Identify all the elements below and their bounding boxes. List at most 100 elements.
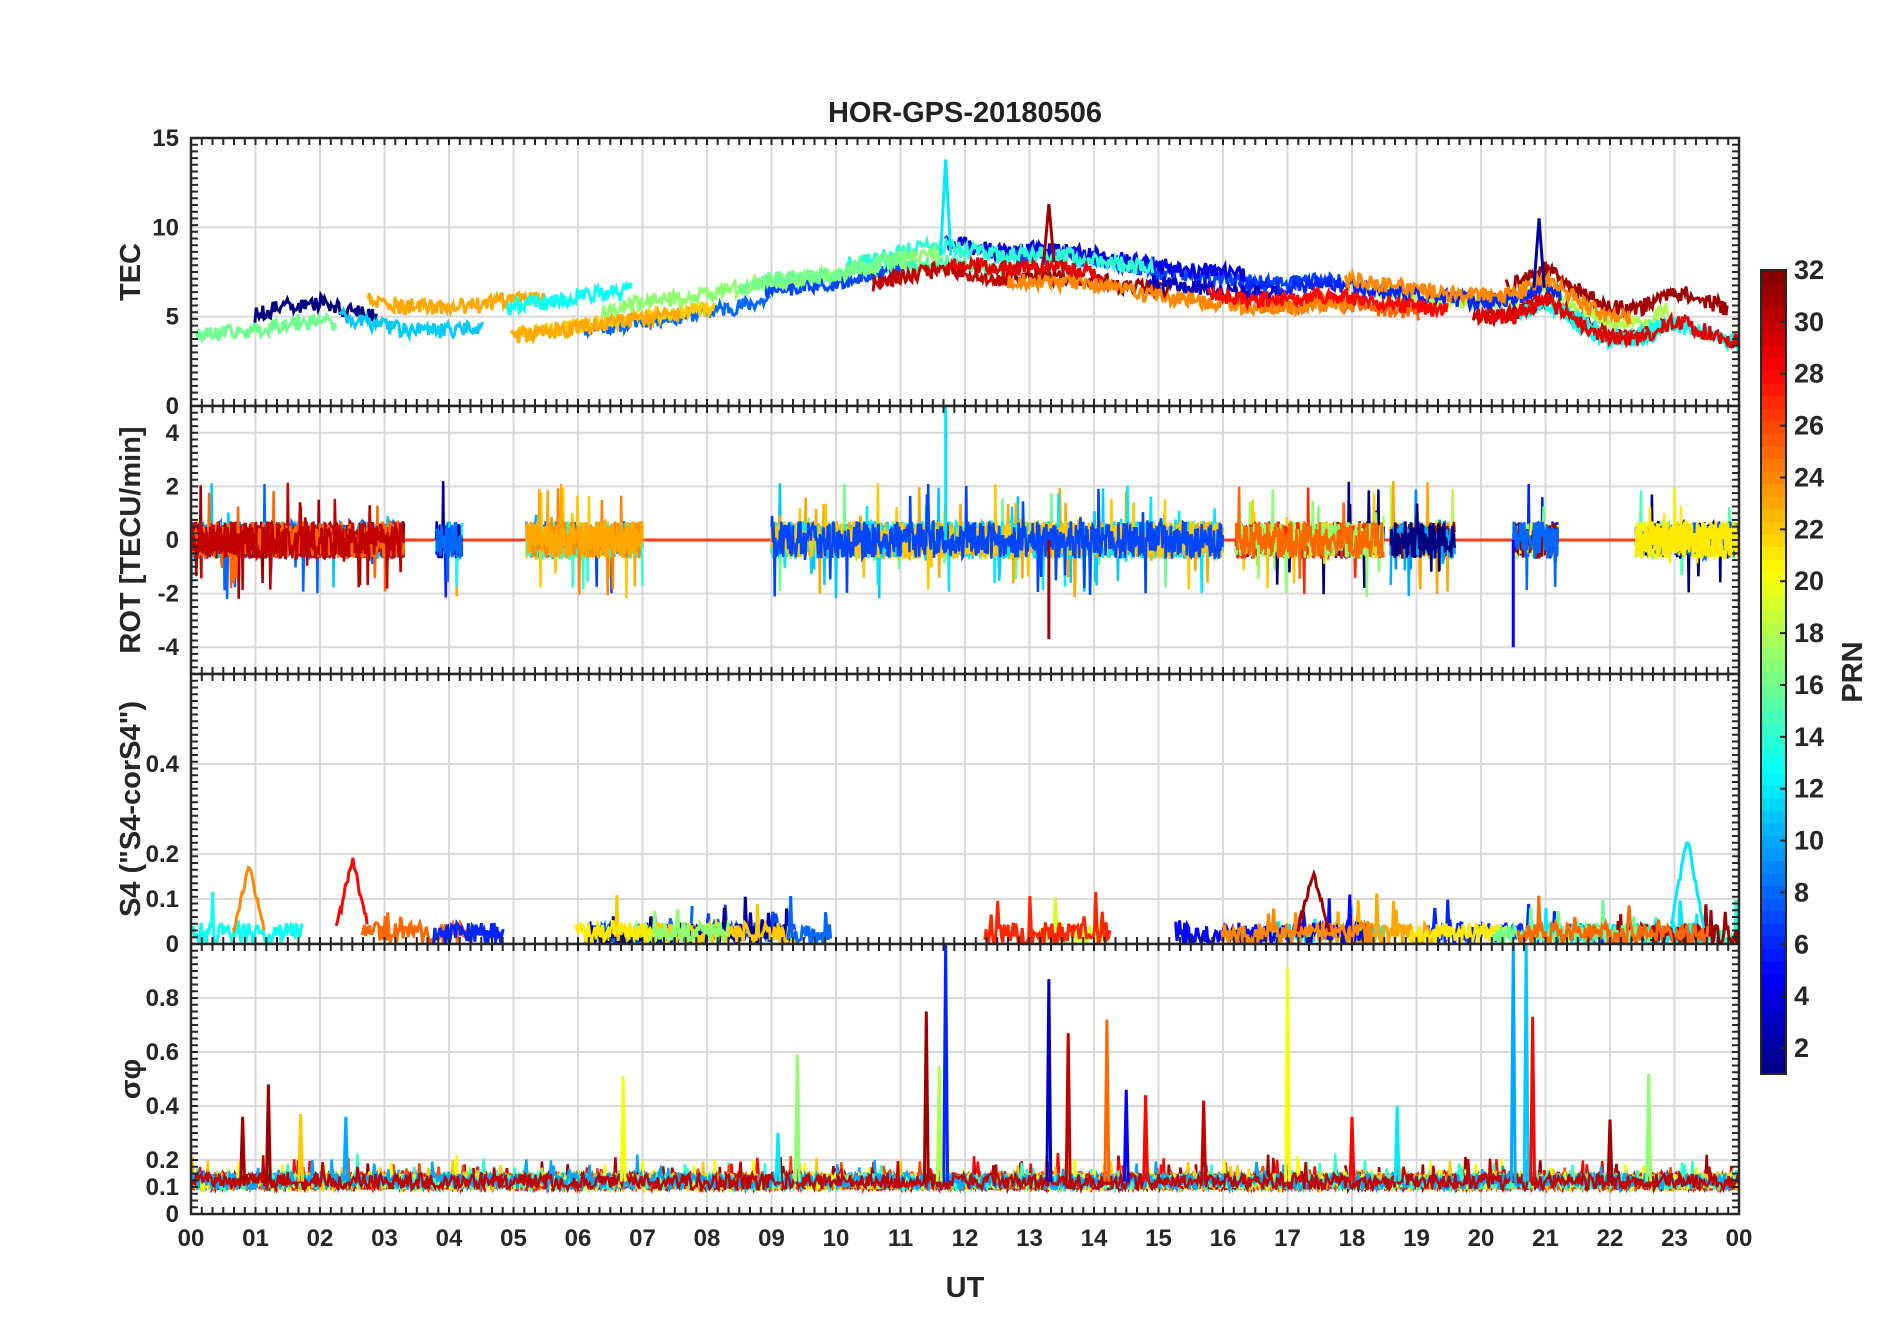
x-tick-label: 13: [1016, 1225, 1043, 1252]
x-tick-label: 05: [500, 1225, 527, 1252]
sigma-phi-spike: [1142, 1095, 1150, 1182]
rot-trace: [770, 483, 1225, 597]
x-tick-label: 22: [1597, 1225, 1624, 1252]
tec-trace: [195, 311, 338, 344]
y-tick-label: 0.4: [146, 1093, 180, 1120]
y-tick-label: 0.4: [146, 751, 180, 778]
x-tick-label: 21: [1532, 1225, 1559, 1252]
s4-trace: [786, 896, 833, 944]
sigma-phi-spike: [1284, 968, 1291, 1182]
y-tick-label: -2: [158, 581, 179, 608]
colorbar-segment: [1761, 445, 1786, 460]
x-tick-label: 18: [1339, 1225, 1366, 1252]
colorbar-segment: [1761, 496, 1786, 510]
colorbar-segment: [1761, 935, 1786, 949]
colorbar-segment: [1761, 1011, 1786, 1025]
sigma-phi-spike: [793, 1054, 801, 1182]
colorbar-segment: [1761, 697, 1786, 711]
colorbar-tick-label: 4: [1794, 981, 1809, 1011]
colorbar-segment: [1761, 471, 1786, 485]
y-tick-label: 4: [166, 420, 180, 447]
colorbar-segment: [1761, 772, 1786, 786]
colorbar-segment: [1761, 885, 1786, 899]
sigma-phi-spike: [1122, 1089, 1130, 1182]
minor-tick-marks-y: [191, 405, 1739, 675]
colorbar-tick-label: 32: [1794, 255, 1824, 285]
sigma-phi-spike: [1348, 1116, 1356, 1182]
panel-s4-ylabel: S4 ("S4-corS4"): [115, 701, 147, 917]
colorbar-segment: [1761, 973, 1786, 987]
panel-rot-ylabel: ROT [TECU/min]: [115, 426, 147, 653]
colorbar-segment: [1761, 986, 1786, 1000]
colorbar-segment: [1761, 759, 1786, 774]
sigma-phi-spike: [922, 1011, 930, 1182]
colorbar-segment: [1761, 584, 1786, 598]
sigma-phi-spike: [1606, 1119, 1614, 1182]
panel-sigma_phi-ylabel: σφ: [115, 1059, 147, 1100]
colorbar-segment: [1761, 420, 1786, 434]
tec-trace: [1207, 284, 1449, 320]
y-tick-label: 2: [166, 473, 179, 500]
sigma-phi-spike: [935, 1065, 943, 1182]
colorbar-segment: [1761, 960, 1786, 975]
colorbar-segment: [1761, 709, 1786, 723]
sigma-phi-spike: [1393, 1105, 1401, 1182]
sigma-phi-spike: [342, 1116, 350, 1182]
s4-trace: [632, 909, 731, 944]
s4-trace: [983, 892, 1112, 944]
colorbar-tick-label: 18: [1794, 618, 1824, 648]
x-tick-labels: 00 01 02 03 04 05 06 07 08 09 10 11 12 13 14 15 16 17 18 19…: [178, 1225, 1753, 1252]
s4-peak: [1669, 841, 1705, 929]
colorbar-segment: [1761, 659, 1786, 673]
x-tick-label: 11: [888, 1225, 913, 1252]
colorbar-segment: [1761, 357, 1786, 372]
x-tick-label: 07: [629, 1225, 656, 1252]
colorbar-tick-label: 10: [1794, 826, 1824, 856]
colorbar-segment: [1761, 621, 1786, 635]
colorbar-segment: [1761, 797, 1786, 811]
rot-trace: [525, 483, 644, 587]
tec-trace: [338, 305, 485, 342]
y-tick-label: 0: [166, 393, 179, 420]
panel-tec-ylabel: TEC: [115, 243, 147, 301]
tec-peak: [938, 159, 953, 256]
colorbar-segment: [1761, 923, 1786, 937]
s4-peak: [231, 865, 266, 935]
rot-trace: [1634, 520, 1739, 564]
rot-trace: [1234, 486, 1385, 579]
sigma-phi-spike: [264, 1084, 272, 1182]
minor-tick-marks-y: [191, 137, 1739, 407]
s4-peak: [1296, 869, 1331, 933]
panel-sigma_phi: 00.10.2 0.4 0.6 0.8 σφ: [115, 942, 1741, 1228]
chart-title: HOR-GPS-20180506: [828, 97, 1102, 129]
sigma-phi-spike: [239, 1116, 247, 1182]
sigma-phi-spike: [1045, 979, 1053, 1182]
rot-trace: [1512, 521, 1560, 587]
y-tick-label: 0.6: [146, 1039, 179, 1066]
colorbar-tick-label: 6: [1794, 929, 1809, 959]
colorbar-segment: [1761, 898, 1786, 912]
colorbar-segment: [1761, 307, 1786, 321]
sigma-phi-spike: [297, 1114, 305, 1182]
panel-sigma_phi-minor-ticks: [190, 943, 1740, 1215]
tec-trace: [1476, 292, 1739, 350]
colorbar-segment: [1761, 860, 1786, 874]
colorbar-segment: [1761, 646, 1786, 661]
s4-peak: [334, 857, 369, 927]
colorbar-segment: [1761, 320, 1786, 334]
colorbar-segment: [1761, 521, 1786, 535]
colorbar-segment: [1761, 295, 1786, 309]
y-tick-label: 0.8: [146, 985, 179, 1012]
x-tick-label: 09: [758, 1225, 785, 1252]
colorbar-segment: [1761, 408, 1786, 422]
sigma-phi-trace: [191, 1155, 1739, 1195]
x-tick-label: 00: [1726, 1225, 1753, 1252]
colorbar-segment: [1761, 785, 1786, 799]
colorbar-segment: [1761, 345, 1786, 359]
x-tick-label: 14: [1081, 1225, 1108, 1252]
tec-trace: [871, 260, 1011, 293]
colorbar-tick-label: 30: [1794, 307, 1824, 337]
colorbar-tick-label: 12: [1794, 774, 1824, 804]
colorbar-segment: [1761, 634, 1786, 648]
